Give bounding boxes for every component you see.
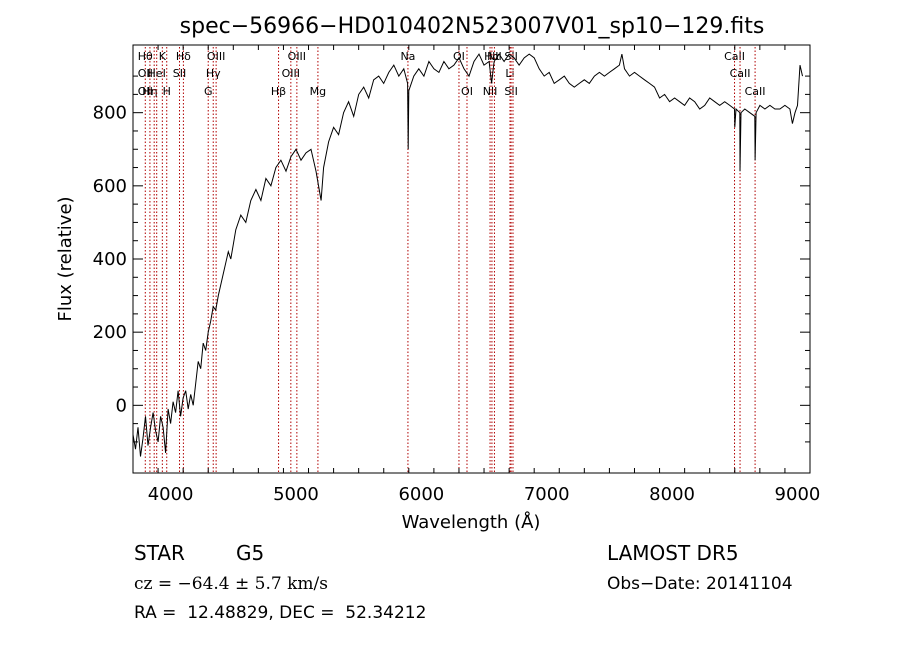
line-marker-label: HeI bbox=[148, 67, 166, 80]
line-marker-label: OIII bbox=[288, 50, 306, 63]
line-marker-label: SII bbox=[504, 50, 517, 63]
y-tick-label: 400 bbox=[93, 249, 127, 270]
line-markers: HθOIIOIIHηHeIKHSIIHδGHγOIIIHβOIIIOIIIMgN… bbox=[138, 47, 766, 473]
y-axis-label: Flux (relative) bbox=[55, 196, 76, 321]
spectrum-series bbox=[132, 53, 803, 457]
line-marker-label: Hβ bbox=[271, 85, 286, 98]
x-axis: 4000 5000 6000 7000 8000 9000 bbox=[132, 45, 821, 505]
x-tick-label: 6000 bbox=[398, 484, 444, 505]
x-tick-label: 5000 bbox=[273, 484, 319, 505]
chart-title: spec−56966−HD010402N523007V01_sp10−129.f… bbox=[180, 14, 765, 39]
line-marker-label: Hθ bbox=[138, 50, 153, 63]
line-marker-label: Hη bbox=[142, 85, 157, 98]
line-marker-label: SII bbox=[504, 85, 517, 98]
line-marker-label: CaII bbox=[730, 67, 751, 80]
line-marker-label: Li bbox=[505, 67, 514, 80]
line-marker-label: Na bbox=[400, 50, 415, 63]
line-marker-label: OII bbox=[138, 67, 153, 80]
survey-name: LAMOST DR5 bbox=[607, 541, 739, 565]
y-axis: 0 200 400 600 800 bbox=[93, 75, 810, 443]
ra-dec: RA = 12.48829, DEC = 52.34212 bbox=[134, 603, 427, 623]
line-marker-label: CaII bbox=[724, 50, 745, 63]
line-marker-label: OIII bbox=[282, 67, 300, 80]
y-tick-label: 800 bbox=[93, 103, 127, 124]
object-subclass: G5 bbox=[236, 541, 265, 565]
line-marker-label: CaII bbox=[745, 85, 766, 98]
line-marker-label: H bbox=[163, 85, 171, 98]
y-tick-label: 0 bbox=[116, 395, 127, 416]
line-marker-label: Mg bbox=[310, 85, 326, 98]
spectrum-line bbox=[132, 53, 803, 457]
plot-frame bbox=[132, 44, 811, 474]
x-tick-label: 8000 bbox=[649, 484, 695, 505]
y-tick-label: 200 bbox=[93, 322, 127, 343]
x-tick-label: 4000 bbox=[148, 484, 194, 505]
line-marker-label: SII bbox=[173, 67, 186, 80]
line-marker-label: OI bbox=[453, 50, 465, 63]
line-marker-label: OIII bbox=[207, 50, 225, 63]
y-tick-label: 600 bbox=[93, 176, 127, 197]
line-marker-label: OI bbox=[461, 85, 473, 98]
redshift-cz: cz = −64.4 ± 5.7 km/s bbox=[134, 574, 328, 594]
line-marker-label: NII bbox=[487, 50, 502, 63]
x-tick-label: 9000 bbox=[775, 484, 821, 505]
line-marker-label: Hδ bbox=[176, 50, 191, 63]
obs-date: Obs−Date: 20141104 bbox=[607, 574, 793, 594]
line-marker-label: NII bbox=[483, 85, 498, 98]
line-marker-label: Hγ bbox=[206, 67, 221, 80]
object-class: STAR bbox=[134, 541, 185, 565]
line-marker-label: OII bbox=[138, 85, 153, 98]
line-marker-label: K bbox=[159, 50, 167, 63]
x-axis-label: Wavelength (Å) bbox=[402, 511, 541, 533]
x-tick-label: 7000 bbox=[524, 484, 570, 505]
line-marker-label: G bbox=[204, 85, 213, 98]
